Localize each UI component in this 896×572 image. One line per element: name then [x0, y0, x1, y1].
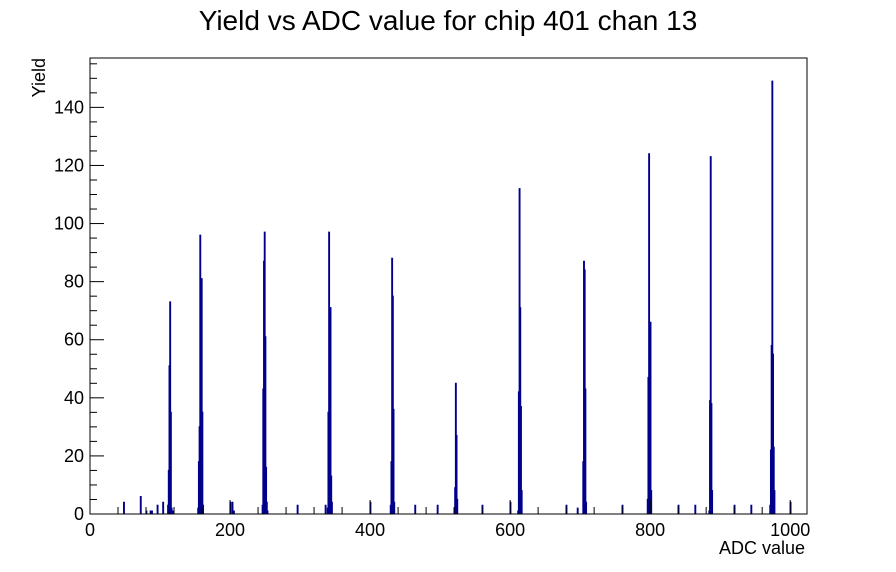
histogram-bars [123, 80, 792, 514]
histogram-bin [296, 504, 299, 514]
histogram-bin [414, 504, 417, 514]
histogram-bin [123, 501, 125, 514]
histogram-bin [324, 504, 327, 514]
y-tick-label: 20 [64, 446, 84, 466]
histogram-bin [649, 321, 652, 514]
histogram-bin [709, 156, 712, 514]
histogram-bin [576, 507, 579, 514]
histogram-bin [330, 475, 333, 514]
histogram-bin [650, 490, 653, 514]
histogram-bin [393, 501, 396, 514]
y-tick-label: 0 [74, 504, 84, 524]
histogram-bin [139, 495, 142, 514]
histogram-bin [772, 353, 774, 514]
y-tick-label: 120 [54, 155, 84, 175]
histogram-bin [771, 80, 774, 514]
histogram-bin [170, 507, 173, 514]
histogram-bin [772, 446, 775, 514]
histogram-bin [202, 504, 205, 514]
plot-frame [89, 57, 808, 515]
y-tick-label: 40 [64, 388, 84, 408]
histogram-bin [169, 301, 172, 514]
histogram-bin [711, 490, 714, 514]
histogram-bin [455, 434, 458, 514]
histogram-bin [232, 510, 235, 514]
x-axis-label: ADC value [719, 538, 805, 558]
histogram-bin [264, 336, 267, 514]
histogram-bin [694, 504, 697, 514]
histogram-bin [156, 504, 159, 514]
histogram-bin [169, 411, 172, 514]
y-tick-label: 80 [64, 272, 84, 292]
histogram-bin [172, 510, 174, 514]
histogram-bin [162, 501, 165, 514]
y-axis-ticks: 0 20 40 60 80 100 120 140 [54, 63, 104, 524]
x-tick-label: 0 [85, 520, 95, 540]
y-tick-label: 100 [54, 214, 84, 234]
histogram-bin [584, 388, 587, 514]
histogram-bin [648, 153, 651, 514]
x-axis-ticks: 0 200 400 600 800 1000 [85, 500, 810, 540]
histogram-bin [201, 411, 204, 514]
histogram-bin [151, 510, 153, 514]
chart-title: Yield vs ADC value for chip 401 chan 13 [199, 5, 698, 36]
histogram-bin [520, 490, 523, 514]
histogram-bin [710, 403, 713, 514]
x-tick-label: 1000 [770, 520, 810, 540]
histogram-bin [773, 490, 776, 514]
histogram-bin [265, 466, 268, 514]
histogram-bin [392, 408, 395, 514]
histogram-bin [231, 501, 234, 514]
histogram-bin [750, 504, 753, 514]
histogram-bin [149, 510, 152, 514]
histogram-bin [265, 501, 268, 514]
y-axis-label: Yield [29, 58, 49, 97]
histogram-bin [266, 510, 269, 514]
y-tick-label: 60 [64, 330, 84, 350]
x-tick-label: 200 [215, 520, 245, 540]
y-tick-label: 140 [54, 97, 84, 117]
histogram-bin [329, 307, 332, 514]
histogram-bin [200, 278, 203, 514]
histogram-bin [330, 501, 333, 514]
histogram-bin [456, 498, 459, 514]
x-tick-label: 600 [495, 520, 525, 540]
histogram-bin [585, 501, 588, 514]
x-tick-label: 400 [355, 520, 385, 540]
histogram-bin [520, 405, 522, 514]
x-tick-label: 800 [635, 520, 665, 540]
histogram-bin [436, 504, 439, 514]
histogram-bin [391, 295, 394, 514]
